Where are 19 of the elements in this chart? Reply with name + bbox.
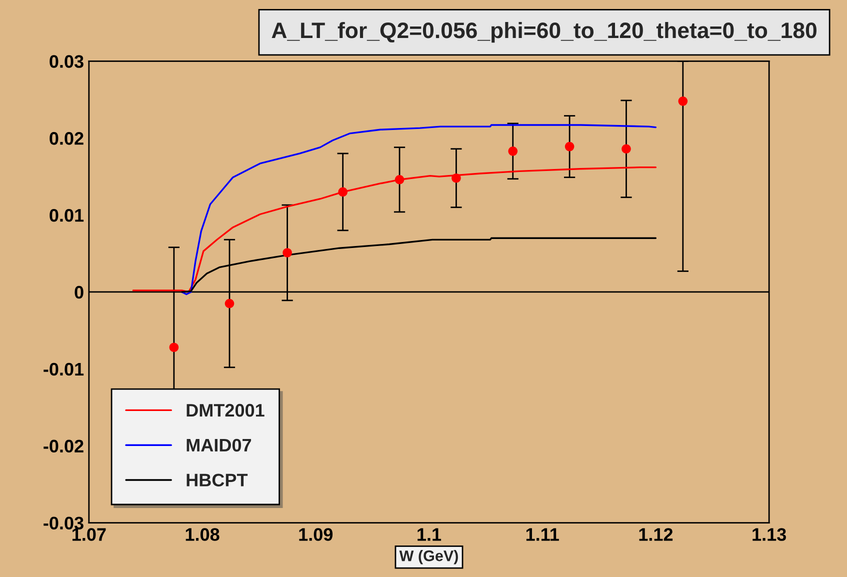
y-tick-label: 0.03 <box>50 55 84 68</box>
x-tick-label: 1.09 <box>299 528 333 541</box>
chart-title: A_LT_for_Q2=0.056_phi=60_to_120_theta=0_to_180 <box>272 22 816 43</box>
y-tick-label: -0.01 <box>44 362 84 376</box>
y-tick-label: -0.03 <box>44 516 84 530</box>
legend-label: MAID07 <box>186 438 252 452</box>
x-tick-label: 1.11 <box>526 528 559 541</box>
legend-label: DMT2001 <box>186 404 264 417</box>
y-tick-label: 0.02 <box>50 132 84 145</box>
y-tick-label: 0.01 <box>50 208 84 222</box>
y-tick-label: -0.02 <box>44 440 84 453</box>
y-tick-label: 0 <box>74 286 84 299</box>
x-tick-label: 1.1 <box>418 528 442 541</box>
x-axis-title: W (GeV) <box>399 550 458 564</box>
x-tick-label: 1.08 <box>186 528 220 541</box>
legend-label: HBCPT <box>186 474 248 486</box>
x-tick-label: 1.12 <box>639 528 673 541</box>
x-tick-label: 1.13 <box>752 528 786 541</box>
x-tick-label: 1.07 <box>72 528 106 541</box>
